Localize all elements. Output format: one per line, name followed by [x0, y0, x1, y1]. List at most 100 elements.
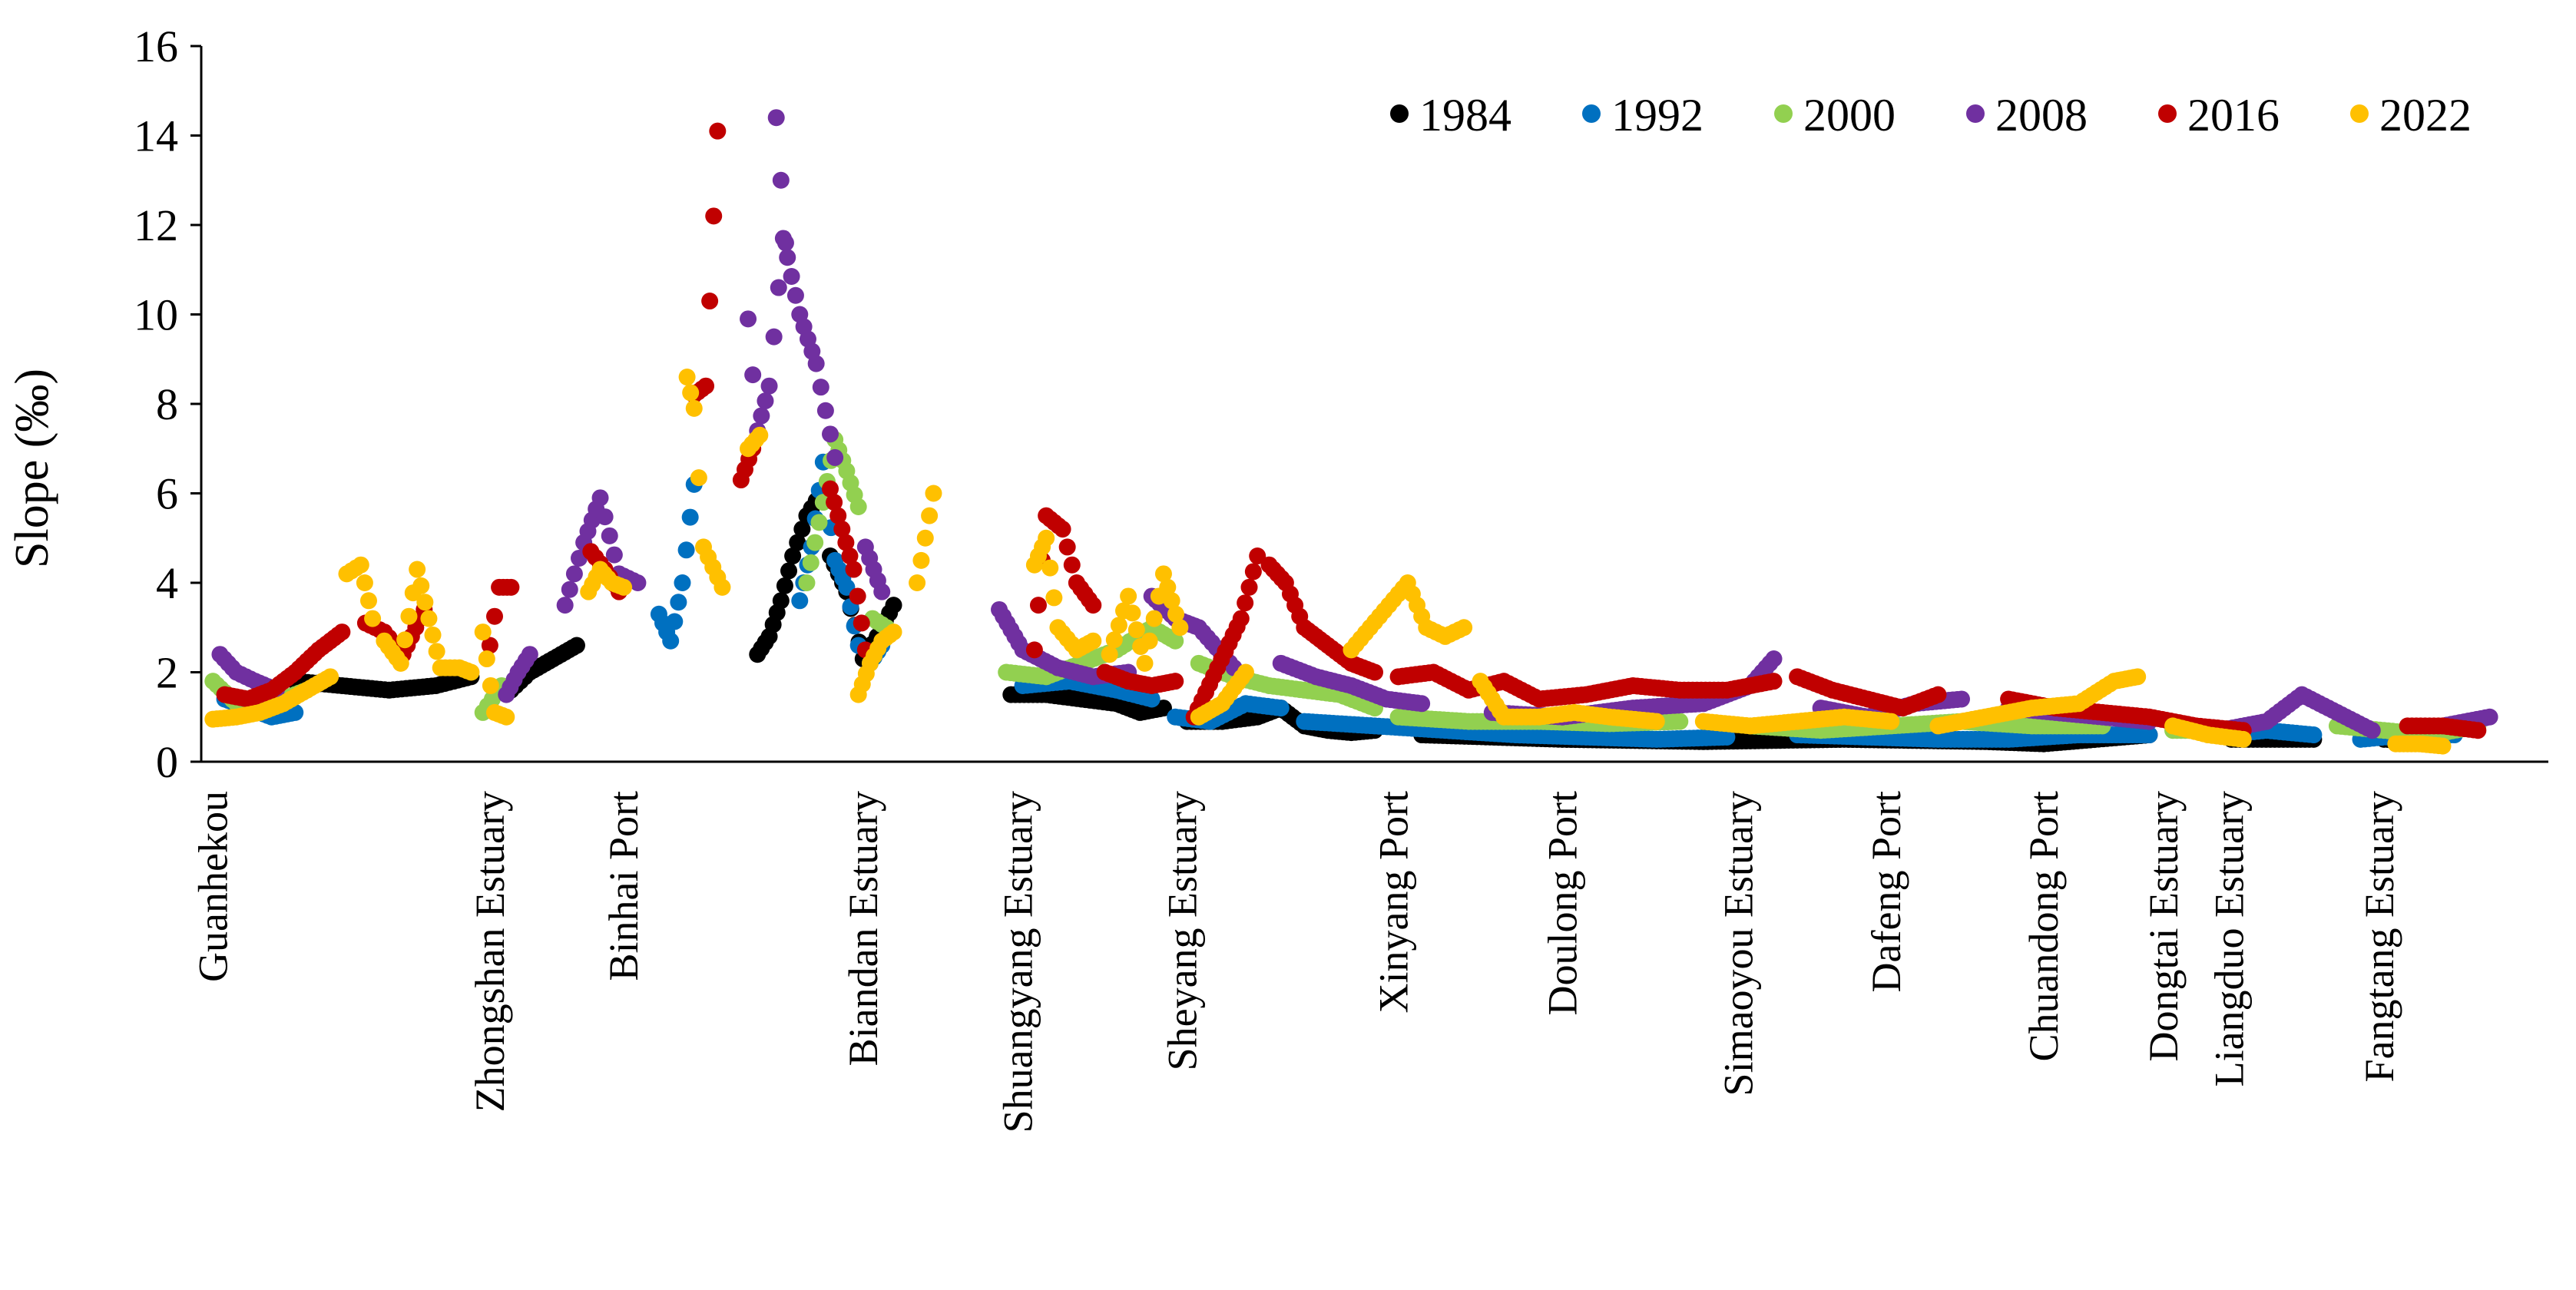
- data-point: [697, 377, 715, 395]
- data-point: [474, 624, 492, 641]
- data-point: [591, 489, 609, 507]
- data-point: [1232, 610, 1250, 627]
- data-point: [873, 583, 891, 600]
- data-point: [674, 574, 691, 591]
- legend-marker-2000: [1774, 104, 1793, 123]
- data-point: [921, 507, 939, 524]
- data-point: [1953, 690, 1970, 708]
- data-point: [352, 556, 369, 574]
- legend: 1984 1992 2000 2008 2016 2022: [1390, 90, 2472, 141]
- data-point: [1029, 597, 1047, 614]
- data-point: [1455, 619, 1473, 637]
- data-point: [333, 624, 351, 641]
- legend-label-2000: 2000: [1803, 90, 1896, 141]
- data-point: [1141, 632, 1158, 650]
- y-tick-label: 2: [156, 648, 178, 698]
- x-category-label: Sheyang Estuary: [1159, 791, 1205, 1070]
- data-point: [1163, 592, 1180, 610]
- data-point: [780, 562, 798, 580]
- data-point: [1929, 686, 1947, 703]
- data-point: [601, 527, 618, 544]
- y-tick-label: 6: [156, 469, 178, 519]
- data-point: [1120, 587, 1137, 605]
- legend-label-1992: 1992: [1611, 90, 1704, 141]
- data-point: [812, 379, 829, 396]
- data-point: [829, 507, 847, 524]
- y-tick-label: 0: [156, 737, 178, 787]
- data-point: [837, 534, 855, 551]
- data-point: [1237, 663, 1254, 681]
- data-point: [784, 547, 802, 565]
- data-point: [1045, 589, 1063, 607]
- y-tick-label: 4: [156, 558, 178, 608]
- x-category-label: Zhongshan Estuary: [467, 791, 513, 1112]
- data-point: [481, 637, 498, 654]
- x-category-label: Shuangyang Estuary: [995, 791, 1041, 1133]
- data-point: [1237, 594, 1254, 612]
- data-point: [744, 366, 762, 384]
- x-category-label: Chuandong Port: [2021, 791, 2067, 1062]
- data-point: [400, 607, 418, 625]
- data-point: [1110, 617, 1127, 634]
- data-point: [605, 546, 623, 564]
- data-point: [776, 234, 794, 252]
- data-point: [396, 631, 414, 649]
- data-point: [662, 632, 680, 650]
- data-point: [2305, 726, 2323, 744]
- data-point: [1154, 700, 1172, 717]
- y-ticks: 0 2 4 6 8 10 12 14 16: [134, 22, 201, 787]
- data-point: [424, 626, 442, 643]
- data-point: [798, 574, 816, 591]
- data-point: [916, 529, 934, 547]
- data-point: [705, 207, 723, 225]
- data-point: [783, 267, 800, 285]
- data-point: [1671, 713, 1689, 730]
- data-point: [807, 355, 825, 372]
- data-point: [816, 402, 834, 419]
- data-point: [482, 676, 499, 694]
- legend-label-2022: 2022: [2379, 90, 2472, 141]
- data-point: [1025, 641, 1043, 659]
- data-point: [1136, 654, 1154, 672]
- legend-marker-1992: [1582, 104, 1601, 123]
- x-category-label: Dongtai Estuary: [2141, 791, 2187, 1061]
- data-point: [2363, 722, 2381, 739]
- series-1992: [216, 453, 2463, 748]
- data-point: [767, 109, 785, 127]
- data-point: [765, 328, 783, 346]
- data-point: [1647, 713, 1665, 730]
- data-point: [789, 534, 806, 551]
- data-point: [770, 279, 787, 296]
- x-category-label: Liangduo Estuary: [2206, 791, 2252, 1087]
- data-point: [2129, 668, 2147, 686]
- data-point: [1171, 619, 1189, 637]
- data-point: [925, 485, 942, 502]
- data-point: [1366, 663, 1383, 681]
- x-category-label: Xinyang Port: [1370, 791, 1416, 1014]
- data-point: [596, 508, 614, 526]
- data-point: [565, 565, 583, 583]
- data-point: [1063, 556, 1081, 574]
- legend-label-2016: 2016: [2187, 90, 2280, 141]
- legend-label-2008: 2008: [1995, 90, 2088, 141]
- x-category-label: Simaoyou Estuary: [1716, 791, 1762, 1096]
- data-point: [1145, 610, 1163, 627]
- data-point: [826, 448, 844, 466]
- data-point: [416, 594, 434, 611]
- x-category-label: Binhai Port: [601, 791, 647, 981]
- data-point: [833, 521, 851, 538]
- data-point: [912, 551, 930, 569]
- series-2000: [204, 431, 2487, 744]
- data-point: [1765, 650, 1783, 668]
- data-point: [322, 668, 339, 686]
- y-tick-label: 8: [156, 379, 178, 429]
- data-point: [1154, 565, 1172, 583]
- data-point: [356, 574, 373, 591]
- data-point: [1124, 604, 1141, 622]
- data-point: [1084, 597, 1102, 614]
- data-point: [629, 574, 647, 591]
- data-point: [412, 577, 430, 594]
- data-point: [740, 310, 757, 328]
- data-point: [1765, 673, 1783, 690]
